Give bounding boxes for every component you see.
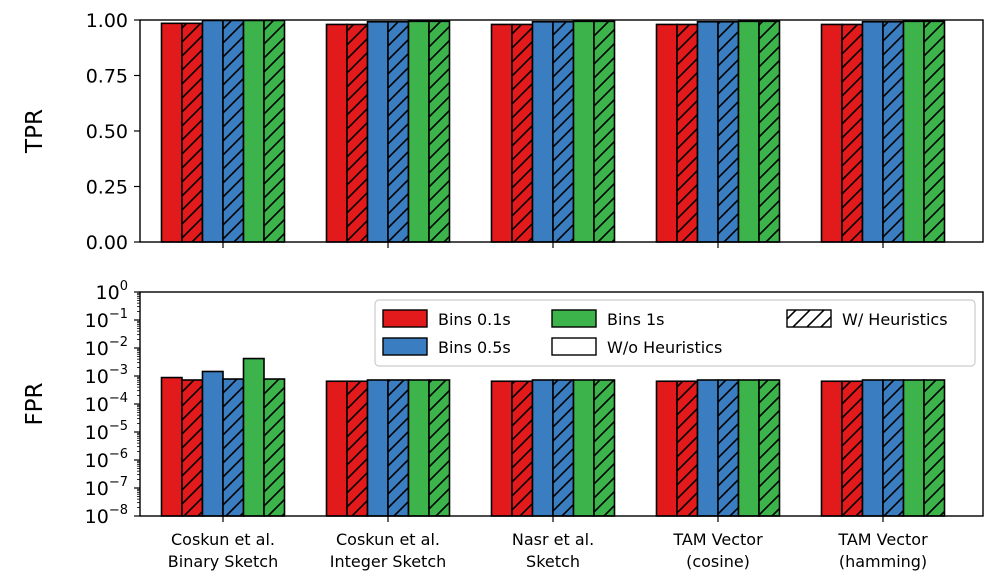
bar-top-s4-c2 — [572, 20, 595, 243]
bar-hatch-top-s3-c2 — [553, 21, 574, 242]
bar-hatch-top-s1-c1 — [347, 24, 368, 242]
bar-bottom-s0-c3 — [655, 380, 678, 517]
bar-hatch-bottom-s3-c0 — [223, 379, 244, 516]
bar-hatch-bottom-s1-c1 — [347, 381, 368, 516]
bar-bottom-s0-c1 — [325, 380, 348, 517]
bar-bottom-s2-c4 — [861, 379, 884, 517]
bar-bottom-s0-c0 — [160, 376, 183, 517]
bar-hatch-top-s3-c3 — [718, 21, 739, 242]
category-label-2-line0: Nasr et al. — [512, 530, 594, 549]
ytick-label-bottom-5: 10−5 — [85, 419, 128, 444]
legend-swatch-3 — [551, 337, 597, 356]
bar-hatch-top-s5-c0 — [264, 20, 285, 242]
bar-hatch-bottom-s1-c0 — [182, 379, 203, 516]
bar-bottom-s2-c0 — [201, 370, 224, 517]
bar-hatch-top-s5-c3 — [759, 21, 780, 242]
ytick-label-bottom-0: 100 — [96, 279, 128, 304]
legend-label-2: Bins 1s — [607, 310, 665, 329]
category-label-1-line0: Coskun et al. — [336, 530, 440, 549]
bar-bottom-s4-c1 — [407, 379, 430, 517]
bar-top-s2-c2 — [531, 20, 554, 243]
bar-top-s2-c1 — [366, 20, 389, 243]
bar-hatch-top-s1-c3 — [677, 24, 698, 242]
category-label-0-line1: Binary Sketch — [168, 552, 278, 571]
ytick-label-top-1: 0.25 — [86, 177, 128, 199]
ytick-label-bottom-4: 10−4 — [85, 391, 128, 416]
category-label-4-line0: TAM Vector — [837, 530, 928, 549]
bar-top-s0-c1 — [325, 23, 348, 243]
bar-hatch-bottom-s3-c4 — [883, 379, 904, 516]
bar-bottom-s4-c0 — [242, 357, 265, 517]
bar-hatch-bottom-s5-c0 — [264, 379, 285, 516]
legend-label-3: W/o Heuristics — [607, 338, 722, 357]
bar-hatch-top-s5-c2 — [594, 21, 615, 242]
bar-top-s4-c0 — [242, 19, 265, 243]
bar-hatch-top-s3-c0 — [223, 20, 244, 242]
category-label-1-line1: Integer Sketch — [330, 552, 447, 571]
bar-bottom-s4-c2 — [572, 379, 595, 517]
bar-top-s0-c4 — [820, 23, 843, 243]
bar-bottom-s0-c2 — [490, 380, 513, 517]
ytick-label-bottom-3: 10−3 — [85, 363, 128, 388]
ytick-label-top-4: 1.00 — [86, 10, 128, 32]
bar-hatch-top-s5-c1 — [429, 21, 450, 242]
bar-bottom-s4-c3 — [737, 379, 760, 517]
ytick-label-top-3: 0.75 — [86, 66, 128, 88]
ytick-label-top-2: 0.50 — [86, 121, 128, 143]
ylabel-top: TPR — [22, 109, 48, 154]
bar-top-s0-c2 — [490, 23, 513, 243]
bar-hatch-bottom-s3-c2 — [553, 379, 574, 516]
bar-hatch-top-s3-c1 — [388, 21, 409, 242]
bar-hatch-top-s1-c0 — [182, 23, 203, 242]
ytick-label-bottom-8: 10−8 — [85, 503, 128, 528]
bar-top-s2-c4 — [861, 20, 884, 243]
bar-bottom-s2-c3 — [696, 379, 719, 517]
bar-hatch-bottom-s5-c2 — [594, 379, 615, 516]
bar-hatch-bottom-s5-c4 — [924, 379, 945, 516]
bar-hatch-bottom-s3-c1 — [388, 379, 409, 516]
legend-swatch-2 — [551, 309, 597, 328]
category-label-3-line1: (cosine) — [686, 552, 750, 571]
bar-bottom-s4-c4 — [902, 379, 925, 517]
bar-hatch-bottom-s1-c4 — [842, 381, 863, 516]
bar-hatch-bottom-s5-c1 — [429, 379, 450, 516]
category-label-2-line1: Sketch — [526, 552, 580, 571]
bar-hatch-top-s1-c2 — [512, 24, 533, 242]
category-label-0-line0: Coskun et al. — [171, 530, 275, 549]
bar-hatch-bottom-s5-c3 — [759, 379, 780, 516]
bar-top-s0-c3 — [655, 23, 678, 243]
bar-top-s0-c0 — [160, 22, 183, 243]
bar-top-s4-c4 — [902, 20, 925, 243]
bar-top-s4-c3 — [737, 20, 760, 243]
legend-swatch-0 — [382, 309, 428, 328]
bar-bottom-s0-c4 — [820, 380, 843, 517]
bar-top-s4-c1 — [407, 20, 430, 243]
legend-label-0: Bins 0.1s — [438, 310, 511, 329]
bar-hatch-top-s5-c4 — [924, 21, 945, 242]
legend-swatch-1 — [382, 337, 428, 356]
category-label-4-line1: (hamming) — [839, 552, 927, 571]
bar-bottom-s2-c2 — [531, 379, 554, 517]
category-label-3-line0: TAM Vector — [672, 530, 763, 549]
bar-hatch-bottom-s1-c3 — [677, 381, 698, 516]
legend-swatch-hatch-4 — [787, 310, 831, 327]
bar-top-s2-c0 — [201, 19, 224, 243]
ytick-label-top-0: 0.00 — [86, 232, 128, 254]
bar-hatch-top-s1-c4 — [842, 24, 863, 242]
bar-hatch-top-s3-c4 — [883, 21, 904, 242]
bar-top-s2-c3 — [696, 20, 719, 243]
ytick-label-bottom-2: 10−2 — [85, 335, 128, 360]
ylabel-bottom: FPR — [22, 382, 48, 425]
ytick-label-bottom-7: 10−7 — [85, 475, 128, 500]
bar-bottom-s2-c1 — [366, 379, 389, 517]
bar-hatch-bottom-s1-c2 — [512, 381, 533, 516]
ytick-label-bottom-6: 10−6 — [85, 447, 128, 472]
legend-label-1: Bins 0.5s — [438, 338, 511, 357]
bar-hatch-bottom-s3-c3 — [718, 379, 739, 516]
ytick-label-bottom-1: 10−1 — [85, 307, 128, 332]
legend-label-4: W/ Heuristics — [842, 310, 948, 329]
